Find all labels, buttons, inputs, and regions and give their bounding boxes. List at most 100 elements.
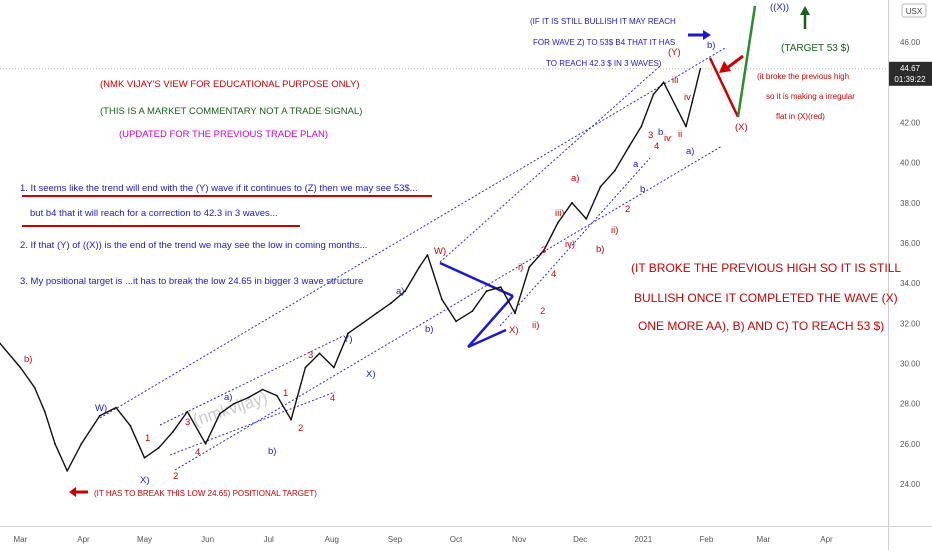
wave-label: ii) [611, 225, 618, 236]
price-tick-label: 36.00 [900, 239, 921, 248]
time-tick-label: Dec [573, 535, 587, 544]
point-3: 3. My positional target is ...it has to … [20, 276, 363, 287]
price-point [304, 366, 307, 369]
time-tick-label: Oct [450, 535, 463, 544]
price-point [418, 266, 421, 268]
price-point [691, 101, 693, 104]
wave-label: iii [672, 75, 678, 86]
price-point [485, 290, 488, 292]
wave-label: 2 [540, 306, 545, 317]
right-note-line-1: (it broke the previous high [757, 72, 849, 81]
time-tick-label: Mar [14, 535, 28, 544]
big-note-line-2: BULLISH ONCE IT COMPLETED THE WAVE (X) [634, 291, 898, 305]
price-point [685, 125, 687, 128]
price-point [640, 125, 643, 128]
price-point [143, 456, 146, 459]
price-point [677, 109, 679, 112]
inner-lower-channel-line [499, 157, 651, 327]
wave-label: 2 [298, 423, 303, 434]
price-point [186, 410, 189, 413]
forecast-down-leg [708, 57, 740, 118]
wave-label: 1 [283, 388, 288, 399]
wave-label: iv) [565, 239, 575, 250]
wave-label: 4 [195, 447, 200, 458]
time-tick-label: Aug [325, 535, 339, 544]
price-point [333, 366, 335, 369]
price-tick-label: 46.00 [900, 38, 921, 47]
price-point [115, 406, 117, 409]
forecast-path [708, 5, 757, 118]
triangle-right-line [467, 295, 514, 348]
price-point [66, 470, 69, 472]
triangle-lower-line [467, 328, 507, 349]
upper-channel-line [99, 47, 726, 419]
top-note-line-1: (IF IT IS STILL BULLISH IT MAY REACH [530, 17, 676, 26]
big-note-line-3: ONE MORE AA), B) AND C) TO REACH 53 $) [638, 319, 884, 333]
price-point [613, 169, 616, 172]
wave-label: a) [571, 173, 579, 184]
point-1-line-a: 1. It seems like the trend will end with… [20, 183, 418, 194]
last-price-tag: 44.67 01:39:22 [889, 61, 932, 86]
last-price-tag-box [889, 61, 932, 86]
price-point [54, 442, 56, 445]
currency-badge[interactable]: USX [901, 3, 927, 18]
early-channel-upper [159, 335, 344, 426]
price-tick-label: 42.00 [900, 119, 921, 128]
price-point [233, 402, 236, 405]
price-point [556, 222, 559, 224]
price-point [440, 298, 443, 301]
price-tick-label: 30.00 [900, 359, 921, 368]
price-point [318, 352, 321, 355]
price-point [276, 394, 278, 397]
price-tick-label: 32.00 [900, 319, 921, 328]
wave-label: a [633, 159, 639, 170]
wave-label: 3 [541, 245, 546, 256]
price-point [455, 320, 457, 323]
currency-label: USX [906, 7, 923, 16]
wave-label: a) [686, 146, 694, 157]
countdown-value: 01:39:22 [894, 75, 926, 84]
price-point [528, 266, 531, 268]
time-tick-label: 2021 [634, 535, 652, 544]
wave-label: iii) [555, 208, 565, 219]
price-point [652, 93, 655, 96]
wave-label: iv [684, 92, 691, 103]
time-axis[interactable]: Mar Apr May Jun Jul Aug Sep Oct Nov Dec 2021 Feb Mar… [14, 535, 834, 544]
wave-label: (Y) [668, 47, 681, 58]
time-tick-label: May [137, 535, 152, 544]
wave-label: 4 [654, 141, 659, 152]
triangle-pattern [439, 261, 514, 349]
price-tick-label: 38.00 [900, 199, 921, 208]
arrows [69, 6, 810, 497]
lower-channel-line [174, 145, 723, 471]
price-point [219, 412, 221, 415]
wave-label: 4 [551, 269, 556, 280]
time-tick-label: Apr [820, 535, 833, 544]
wave-labels: b) W) X) 1 2 3 4 a) b) 1 2 3 4 Y) X) a) … [24, 2, 789, 486]
price-point [43, 410, 46, 413]
wave-label: b) [596, 244, 604, 255]
channel-lines [99, 47, 726, 471]
price-point [514, 312, 516, 315]
wave-label: 3 [648, 130, 653, 141]
price-point [247, 396, 250, 399]
price-point [585, 218, 588, 220]
price-point [499, 286, 502, 288]
price-tick-label: 34.00 [900, 279, 921, 288]
wave-label: ii) [532, 320, 539, 331]
price-series [0, 67, 888, 472]
big-note-line-1: (IT BROKE THE PREVIOUS HIGH SO IT IS STI… [631, 261, 901, 275]
price-point [98, 414, 101, 417]
point-1-line-b: but b4 that it will reach for a correcti… [30, 208, 278, 219]
time-tick-label: Jun [201, 535, 214, 544]
top-note-line-3: TO REACH 42.3 $ IN 3 WAVES) [546, 59, 662, 68]
price-point [80, 442, 83, 445]
wave-label: X) [140, 475, 150, 486]
time-tick-label: Feb [700, 535, 714, 544]
price-point [0, 342, 1, 345]
currency-badge-box [901, 3, 927, 18]
wave-label: (X) [735, 122, 748, 133]
disclaimer-line-1: (NMK VIJAY'S VIEW FOR EDUCATIONAL PURPOS… [100, 79, 360, 90]
